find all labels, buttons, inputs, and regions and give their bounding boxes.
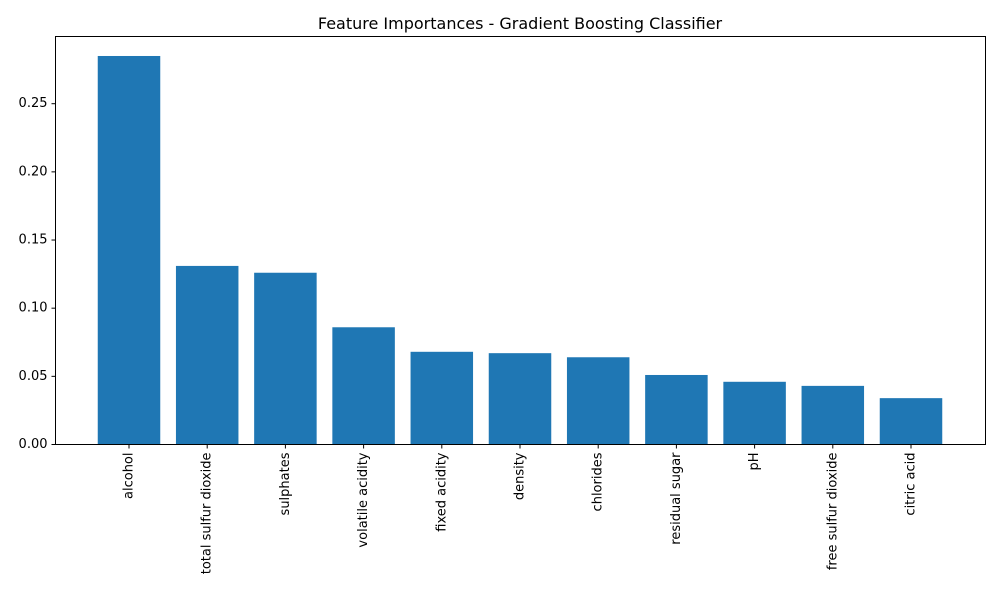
x-tick-label: alcohol bbox=[122, 453, 137, 499]
bar-total-sulfur-dioxide bbox=[175, 265, 239, 445]
bar-fixed-acidity bbox=[410, 351, 474, 445]
x-tick-label: pH bbox=[747, 453, 762, 471]
y-tick-label: 0.10 bbox=[19, 301, 48, 316]
x-tick-label: chlorides bbox=[591, 452, 606, 511]
bar-volatile-acidity bbox=[332, 327, 395, 445]
x-tick-label: sulphates bbox=[278, 452, 293, 515]
y-tick-label: 0.20 bbox=[19, 164, 48, 179]
bar-ph bbox=[723, 381, 786, 445]
chart-title: Feature Importances - Gradient Boosting … bbox=[318, 14, 723, 33]
y-tick-label: 0.25 bbox=[19, 96, 48, 111]
bar-residual-sugar bbox=[645, 374, 708, 445]
x-tick-label: residual sugar bbox=[669, 452, 684, 545]
x-tick-label: volatile acidity bbox=[356, 452, 371, 547]
bar-citric-acid bbox=[879, 398, 943, 445]
x-tick-label: density bbox=[513, 452, 528, 500]
x-tick-label: citric acid bbox=[904, 453, 919, 516]
bar-density bbox=[488, 353, 552, 445]
x-tick-label: free sulfur dioxide bbox=[825, 453, 840, 571]
y-tick-label: 0.05 bbox=[19, 369, 48, 384]
x-axis: alcohol total sulfur dioxide sulphates vola… bbox=[122, 444, 919, 575]
x-tick-label: total sulfur dioxide bbox=[200, 453, 215, 575]
x-tick-label: fixed acidity bbox=[434, 452, 449, 532]
bar-chlorides bbox=[566, 357, 630, 445]
bar-free-sulfur-dioxide bbox=[801, 385, 865, 445]
y-tick-label: 0.15 bbox=[19, 233, 48, 248]
bar-alcohol bbox=[97, 55, 161, 445]
bar-sulphates bbox=[254, 272, 317, 445]
y-axis: 0.00 0.05 0.10 0.15 0.20 0.25 bbox=[19, 96, 56, 452]
bars-layer bbox=[97, 55, 943, 445]
plot-frame bbox=[55, 36, 986, 445]
y-tick-label: 0.00 bbox=[19, 437, 48, 452]
